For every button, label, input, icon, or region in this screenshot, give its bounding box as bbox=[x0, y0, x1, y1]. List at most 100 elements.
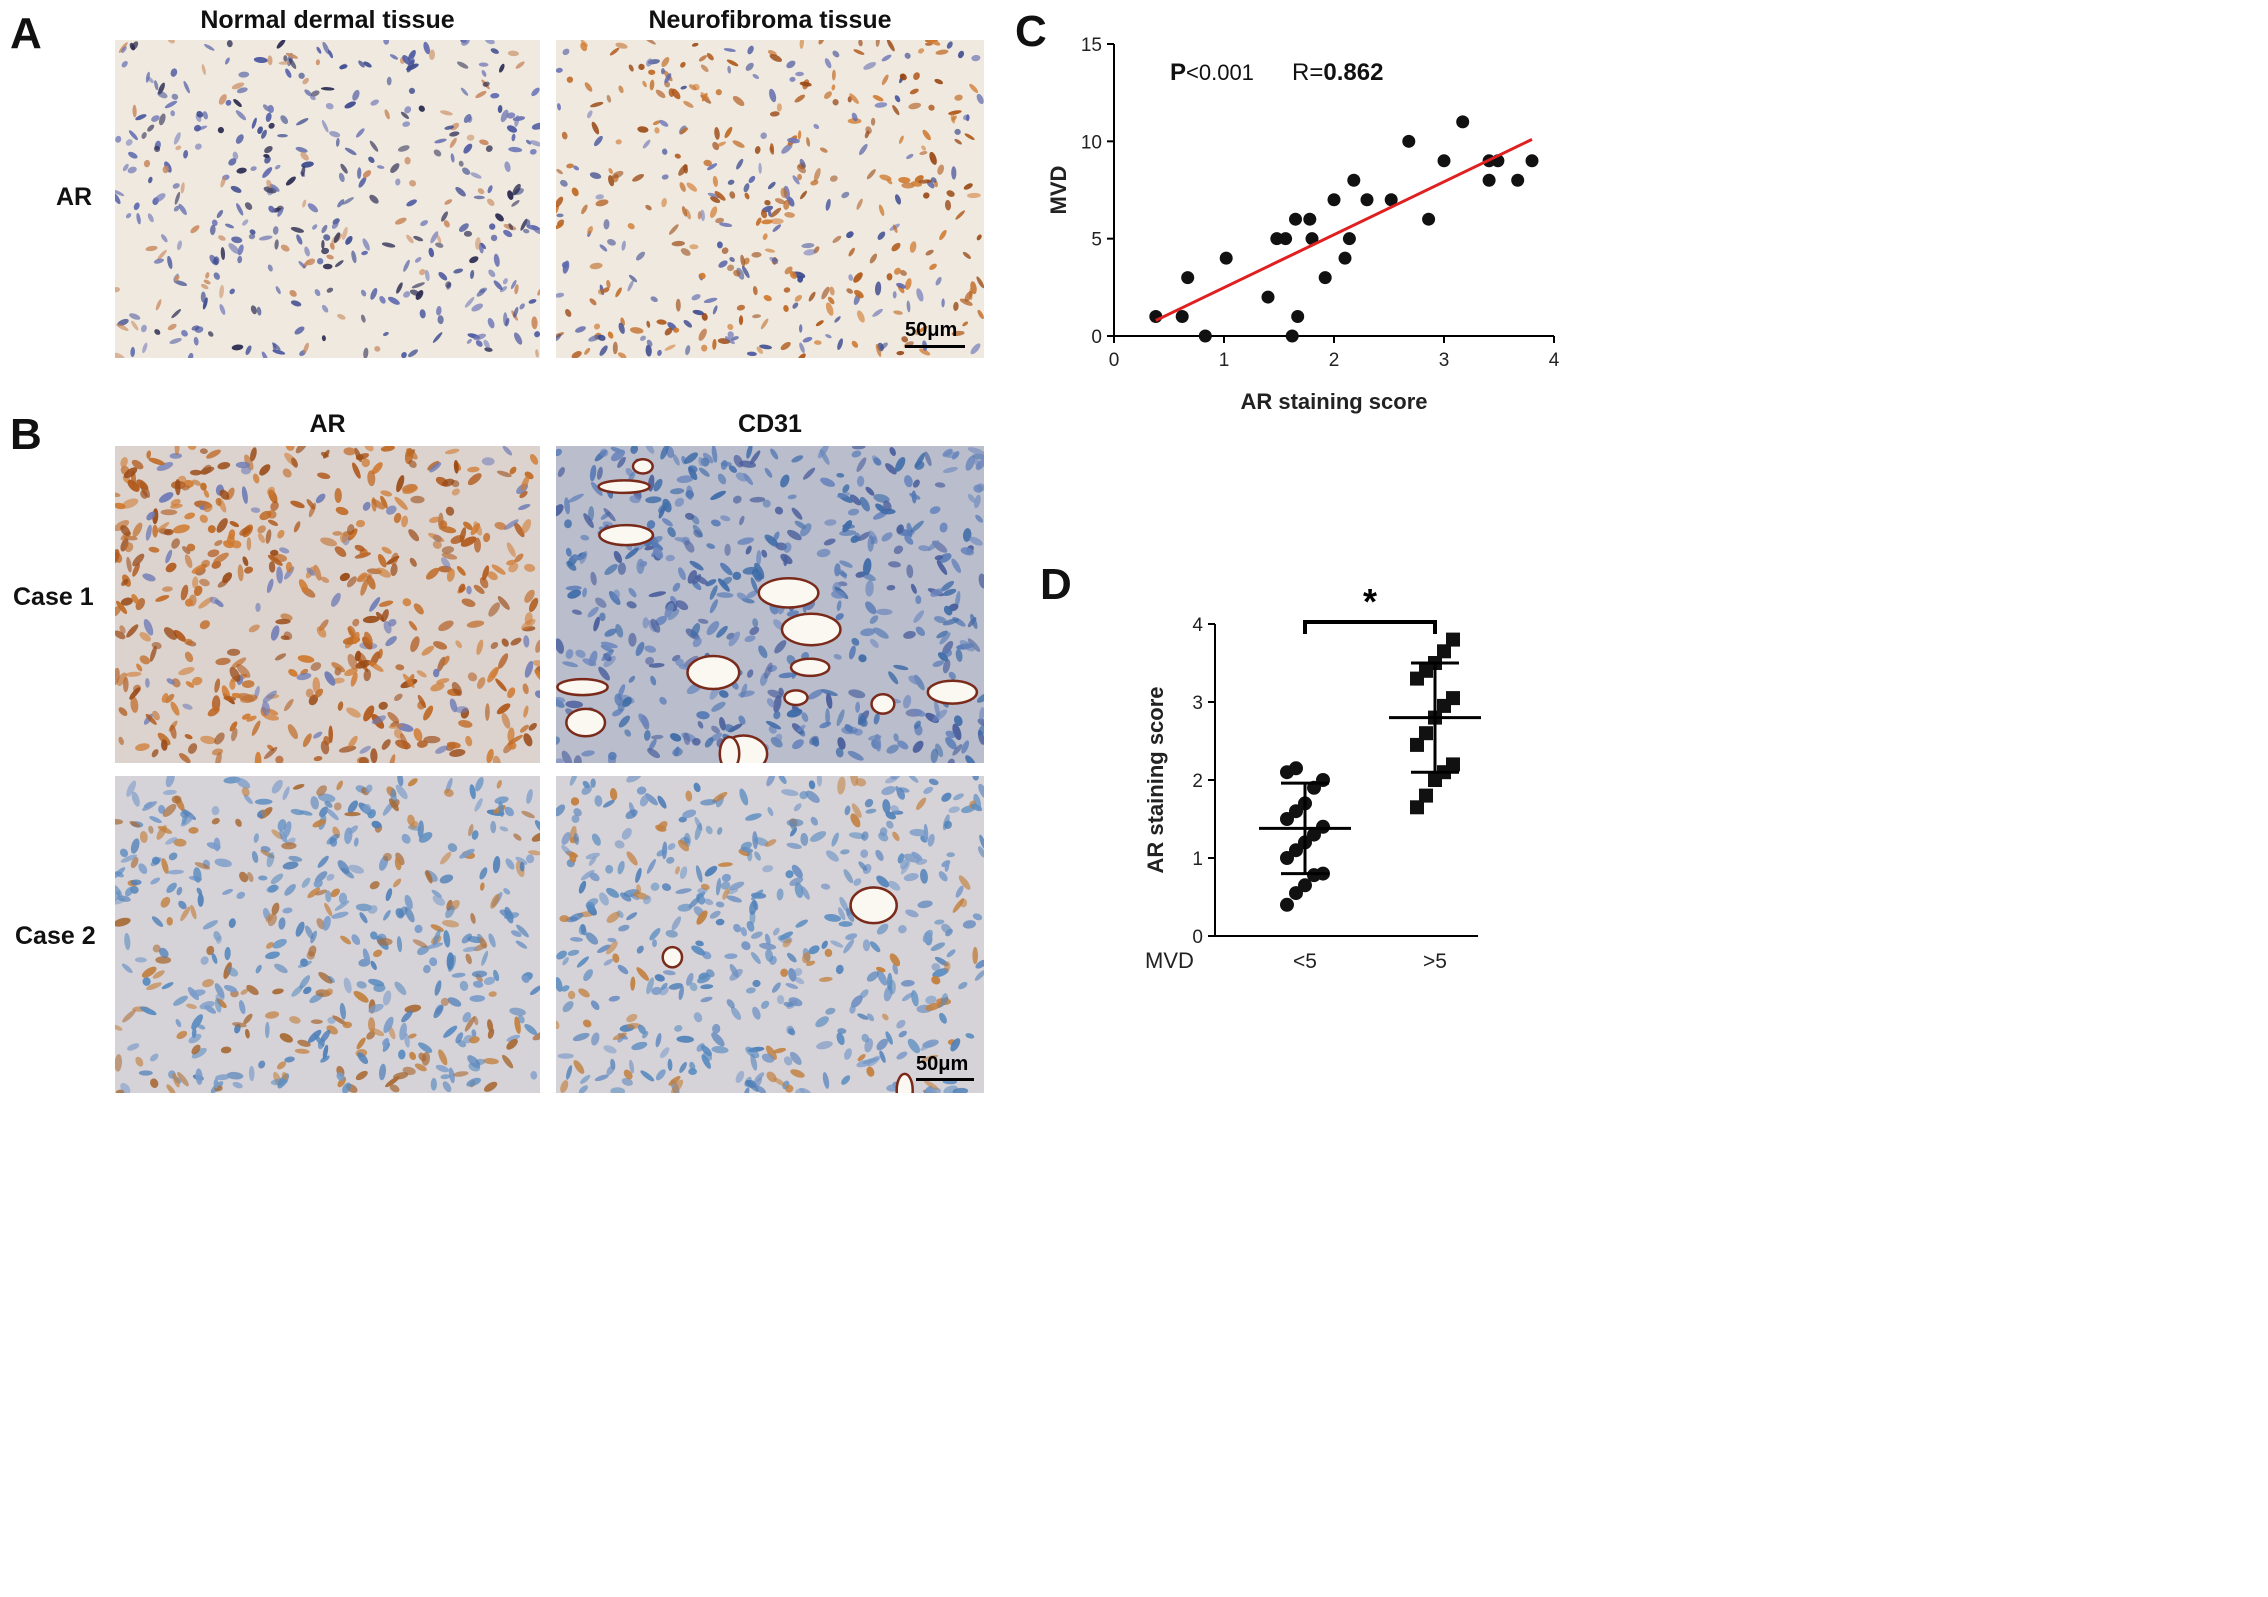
cell-nucleus bbox=[249, 229, 256, 235]
cell-nucleus bbox=[366, 1030, 376, 1040]
cell-nucleus bbox=[928, 104, 935, 111]
cell-nucleus bbox=[519, 861, 525, 872]
cell-nucleus bbox=[727, 179, 735, 185]
cell-nucleus bbox=[774, 198, 786, 205]
cell-nucleus bbox=[530, 1071, 538, 1080]
cell-nucleus bbox=[814, 340, 822, 345]
cell-nucleus bbox=[844, 724, 854, 733]
micrograph-case1-ar-texture bbox=[115, 446, 540, 763]
cell-nucleus bbox=[875, 343, 882, 357]
cell-nucleus bbox=[399, 1022, 407, 1041]
cell-nucleus bbox=[215, 497, 222, 507]
cell-nucleus bbox=[745, 62, 754, 71]
cell-nucleus bbox=[471, 970, 488, 978]
cell-nucleus bbox=[184, 638, 193, 646]
cell-nucleus bbox=[155, 299, 162, 311]
scale-bar-label: 50μm bbox=[905, 319, 958, 341]
cell-nucleus bbox=[127, 479, 140, 492]
cell-nucleus bbox=[158, 805, 166, 814]
cell-nucleus bbox=[401, 351, 407, 358]
cell-nucleus bbox=[912, 740, 924, 753]
data-point bbox=[1342, 232, 1356, 246]
cell-nucleus bbox=[310, 95, 316, 101]
cell-nucleus bbox=[272, 343, 277, 352]
cell-nucleus bbox=[508, 223, 514, 230]
cell-nucleus bbox=[697, 618, 709, 624]
cell-nucleus bbox=[430, 683, 445, 692]
cell-nucleus bbox=[197, 893, 204, 907]
cell-nucleus bbox=[730, 1006, 742, 1020]
cell-nucleus bbox=[310, 90, 320, 97]
cell-nucleus bbox=[408, 460, 417, 469]
cell-nucleus bbox=[364, 446, 374, 452]
p-value-annotation: P<0.001 bbox=[1170, 59, 1254, 86]
cell-nucleus bbox=[628, 675, 636, 683]
cell-nucleus bbox=[155, 522, 170, 533]
cell-nucleus bbox=[644, 40, 656, 45]
cell-nucleus bbox=[683, 655, 699, 668]
cell-nucleus bbox=[762, 233, 768, 240]
cell-nucleus bbox=[919, 151, 928, 155]
cell-nucleus bbox=[950, 1038, 961, 1052]
cell-nucleus bbox=[952, 744, 963, 756]
cell-nucleus bbox=[649, 79, 655, 91]
cell-nucleus bbox=[885, 1031, 893, 1045]
micrograph-case2-ar bbox=[115, 776, 540, 1093]
figure: A Normal dermal tissue Neurofibroma tiss… bbox=[0, 0, 1568, 1106]
cell-nucleus bbox=[115, 352, 125, 358]
cell-nucleus bbox=[556, 222, 564, 230]
data-point bbox=[1422, 212, 1436, 226]
cell-nucleus bbox=[673, 327, 680, 333]
cell-nucleus bbox=[269, 184, 280, 192]
cell-nucleus bbox=[226, 967, 239, 977]
cell-nucleus bbox=[564, 519, 572, 529]
cell-nucleus bbox=[850, 813, 861, 828]
cell-nucleus bbox=[962, 920, 976, 929]
cell-nucleus bbox=[801, 243, 815, 249]
cell-nucleus bbox=[729, 191, 736, 199]
cell-nucleus bbox=[701, 312, 708, 321]
cell-nucleus bbox=[322, 915, 331, 931]
cell-nucleus bbox=[657, 795, 667, 809]
cell-nucleus bbox=[264, 1021, 270, 1039]
cell-nucleus bbox=[298, 261, 306, 269]
cell-nucleus bbox=[150, 1078, 159, 1088]
data-point bbox=[1303, 212, 1317, 226]
cell-nucleus bbox=[437, 315, 444, 325]
cell-nucleus bbox=[270, 625, 280, 641]
cell-nucleus bbox=[171, 678, 181, 688]
cell-nucleus bbox=[615, 42, 628, 49]
cell-nucleus bbox=[266, 941, 274, 949]
cell-nucleus bbox=[678, 816, 687, 823]
cell-nucleus bbox=[435, 745, 448, 754]
cell-nucleus bbox=[354, 650, 362, 662]
cell-nucleus bbox=[958, 981, 968, 990]
cell-nucleus bbox=[724, 953, 738, 960]
cell-nucleus bbox=[224, 947, 231, 961]
cell-nucleus bbox=[863, 61, 877, 70]
cell-nucleus bbox=[650, 675, 657, 686]
cell-nucleus bbox=[692, 83, 700, 91]
cell-nucleus bbox=[585, 932, 599, 945]
cell-nucleus bbox=[583, 969, 593, 982]
cell-nucleus bbox=[223, 985, 238, 993]
cell-nucleus bbox=[824, 948, 833, 958]
cell-nucleus bbox=[477, 188, 485, 195]
cell-nucleus bbox=[728, 465, 738, 473]
cell-nucleus bbox=[749, 626, 760, 636]
cell-nucleus bbox=[918, 325, 928, 333]
cell-nucleus bbox=[910, 583, 917, 594]
cell-nucleus bbox=[297, 960, 312, 968]
cell-nucleus bbox=[132, 522, 143, 538]
cell-nucleus bbox=[115, 192, 121, 205]
cell-nucleus bbox=[168, 852, 178, 861]
cell-nucleus bbox=[606, 1065, 615, 1076]
cell-nucleus bbox=[190, 904, 197, 920]
cell-nucleus bbox=[698, 55, 707, 62]
cell-nucleus bbox=[578, 1085, 588, 1093]
cell-nucleus bbox=[440, 557, 451, 569]
cell-nucleus bbox=[412, 939, 428, 948]
cell-nucleus bbox=[140, 324, 147, 333]
cell-nucleus bbox=[918, 48, 925, 54]
cell-nucleus bbox=[818, 976, 833, 982]
